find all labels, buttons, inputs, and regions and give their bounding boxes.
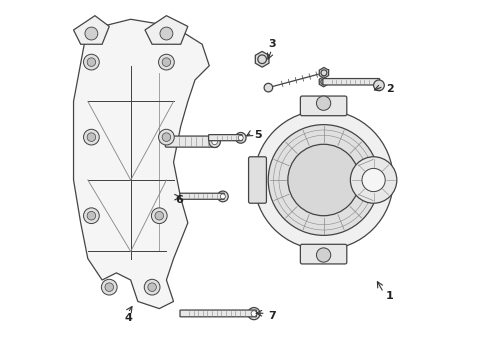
- FancyBboxPatch shape: [300, 244, 347, 264]
- Circle shape: [87, 211, 96, 220]
- Polygon shape: [255, 51, 269, 67]
- Circle shape: [218, 191, 228, 202]
- Circle shape: [160, 27, 173, 40]
- Circle shape: [101, 279, 117, 295]
- Text: 2: 2: [386, 84, 394, 94]
- Text: 4: 4: [125, 312, 133, 323]
- Polygon shape: [319, 67, 329, 78]
- Polygon shape: [319, 77, 328, 87]
- Circle shape: [238, 135, 243, 140]
- Polygon shape: [74, 19, 209, 309]
- Circle shape: [83, 54, 99, 70]
- Text: 1: 1: [386, 291, 394, 301]
- Circle shape: [162, 58, 171, 66]
- FancyBboxPatch shape: [165, 136, 218, 147]
- Circle shape: [264, 83, 272, 92]
- Circle shape: [162, 133, 171, 141]
- Polygon shape: [145, 16, 188, 44]
- Circle shape: [87, 58, 96, 66]
- Circle shape: [144, 279, 160, 295]
- Circle shape: [212, 139, 218, 145]
- Circle shape: [235, 132, 246, 143]
- FancyBboxPatch shape: [180, 193, 224, 199]
- Circle shape: [151, 208, 167, 224]
- Circle shape: [350, 157, 397, 203]
- Circle shape: [155, 211, 164, 220]
- FancyBboxPatch shape: [209, 135, 242, 141]
- Circle shape: [268, 125, 379, 235]
- Circle shape: [288, 144, 359, 216]
- FancyBboxPatch shape: [300, 96, 347, 116]
- FancyBboxPatch shape: [180, 310, 256, 317]
- Circle shape: [220, 194, 225, 199]
- Circle shape: [209, 136, 221, 148]
- Circle shape: [159, 129, 174, 145]
- Circle shape: [362, 168, 385, 192]
- Circle shape: [159, 54, 174, 70]
- FancyBboxPatch shape: [323, 78, 380, 85]
- Circle shape: [83, 208, 99, 224]
- Circle shape: [317, 248, 331, 262]
- Circle shape: [317, 96, 331, 111]
- Circle shape: [105, 283, 114, 292]
- Circle shape: [148, 283, 156, 292]
- FancyBboxPatch shape: [248, 157, 267, 203]
- Polygon shape: [74, 16, 109, 44]
- Circle shape: [251, 311, 257, 316]
- Circle shape: [87, 133, 96, 141]
- Circle shape: [83, 129, 99, 145]
- Circle shape: [254, 111, 393, 249]
- Circle shape: [248, 307, 260, 320]
- Text: 5: 5: [254, 130, 262, 140]
- Circle shape: [373, 80, 384, 91]
- Text: 6: 6: [175, 195, 183, 204]
- Text: 7: 7: [268, 311, 276, 321]
- Circle shape: [85, 27, 98, 40]
- Text: 3: 3: [268, 39, 275, 49]
